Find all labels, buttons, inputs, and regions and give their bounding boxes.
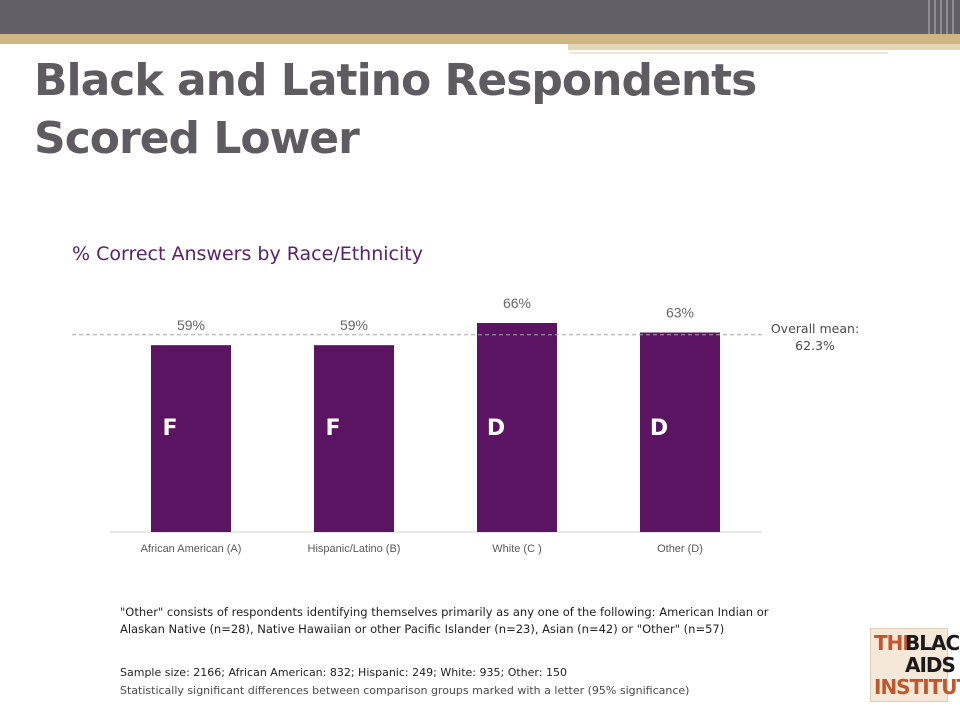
sample-size-note: Sample size: 2166; African American: 832… [120,666,567,679]
category-label-1: African American (A) [141,543,242,555]
bar-4 [640,332,720,532]
category-label-4: Other (D) [657,543,703,555]
overall-mean-label: Overall mean: 62.3% [770,320,860,354]
overall-mean-value: 62.3% [795,338,835,353]
slide-title-line1: Black and Latino Respondents [34,55,757,106]
banner-stripes [924,0,960,34]
bar-value-label-4: 63% [666,305,694,321]
bar-chart: 59% F African American (A) 59% F Hispanic/Lat… [72,295,762,555]
accent-bar [0,34,960,44]
accent-line [570,52,888,54]
significance-letter-2: F [325,416,340,441]
other-category-note: "Other" consists of respondents identify… [120,605,769,636]
significance-letter-3: D [487,416,505,441]
slide-title: Black and Latino Respondents Scored Lowe… [34,52,834,168]
black-aids-institute-logo: THE BLACK AIDS INSTITUTE [870,628,960,702]
chart-subtitle: % Correct Answers by Race/Ethnicity [72,243,423,265]
logo-institute: INSTITUTE [874,675,960,699]
category-label-3: White (C ) [492,543,542,555]
bar-value-label-2: 59% [340,317,368,333]
logo-black: BLACK [905,631,960,655]
significance-letter-4: D [650,416,668,441]
top-banner [0,0,960,34]
bar-value-label-3: 66% [503,295,531,311]
logo-aids: AIDS [905,653,956,677]
bar-3 [477,323,557,532]
slide-title-line2: Scored Lower [34,113,360,164]
significance-letter-1: F [162,416,177,441]
logo-the: THE [874,631,916,655]
bar-value-label-1: 59% [177,317,205,333]
bar-1 [151,345,231,532]
bar-2 [314,345,394,532]
accent-bar-secondary [568,44,960,50]
overall-mean-label-line1: Overall mean: [770,321,860,336]
significance-note: Statistically significant differences be… [120,684,690,697]
category-label-2: Hispanic/Latino (B) [308,543,401,555]
